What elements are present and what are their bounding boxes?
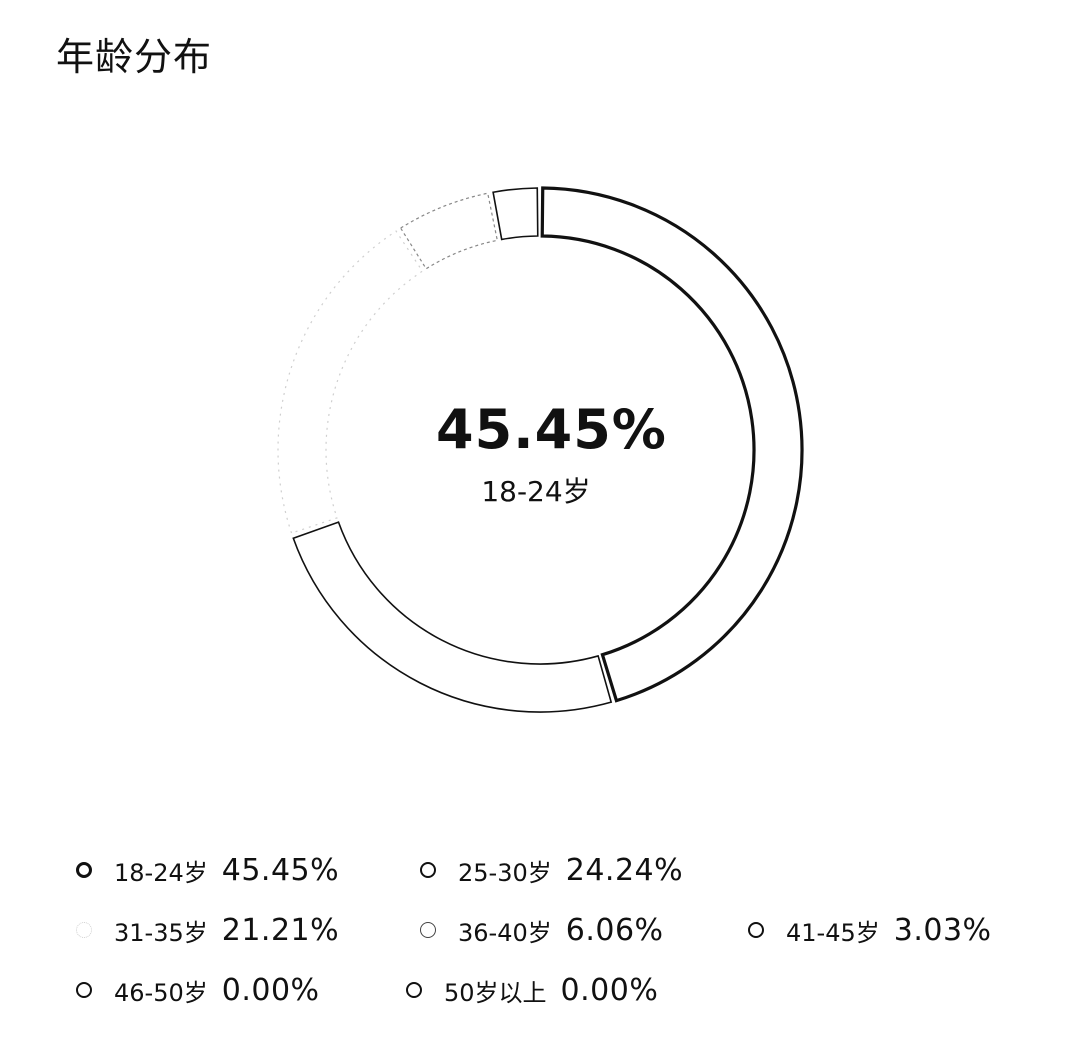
legend-value: 21.21% [221,912,340,948]
center-percentage: 45.45% [436,398,667,461]
legend-item-46-50[interactable]: 46-50岁 0.00% [76,970,320,1010]
legend-value: 45.45% [221,852,340,888]
legend-label: 18-24岁 [114,858,208,887]
legend-value: 6.06% [565,912,664,948]
legend-marker-icon [76,982,92,998]
legend-label: 36-40岁 [458,918,552,947]
legend-label: 46-50岁 [114,978,208,1007]
legend-label: 50岁以上 [444,978,547,1007]
chart-title: 年龄分布 [56,35,213,79]
legend-value: 24.24% [565,852,684,888]
legend-item-31-35[interactable]: 31-35岁 21.21% [76,910,339,950]
donut-slice-1[interactable] [292,521,613,713]
legend-marker-icon [420,922,436,938]
legend-marker-icon [420,862,436,878]
donut-slice-2[interactable] [277,230,424,534]
legend-item-41-45[interactable]: 41-45岁 3.03% [748,910,992,950]
legend-item-25-30[interactable]: 25-30岁 24.24% [420,850,683,890]
center-category-label: 18-24岁 [481,475,591,508]
legend-item-50-plus[interactable]: 50岁以上 0.00% [406,970,658,1010]
legend-marker-icon [76,862,92,878]
legend-value: 0.00% [221,972,320,1008]
donut-svg [277,186,804,713]
legend-marker-icon [406,982,422,998]
legend-item-36-40[interactable]: 36-40岁 6.06% [420,910,664,950]
legend-marker-icon [76,922,92,938]
donut-slice-4[interactable] [492,187,539,241]
donut-chart: 45.45% 18-24岁 [277,186,804,713]
legend-label: 25-30岁 [458,858,552,887]
legend-item-18-24[interactable]: 18-24岁 45.45% [76,850,339,890]
donut-slice-3[interactable] [399,192,499,270]
legend-value: 3.03% [893,912,992,948]
legend-value: 0.00% [560,972,659,1008]
legend-label: 31-35岁 [114,918,208,947]
legend-label: 41-45岁 [786,918,880,947]
donut-slice-0[interactable] [540,186,804,703]
legend-marker-icon [748,922,764,938]
